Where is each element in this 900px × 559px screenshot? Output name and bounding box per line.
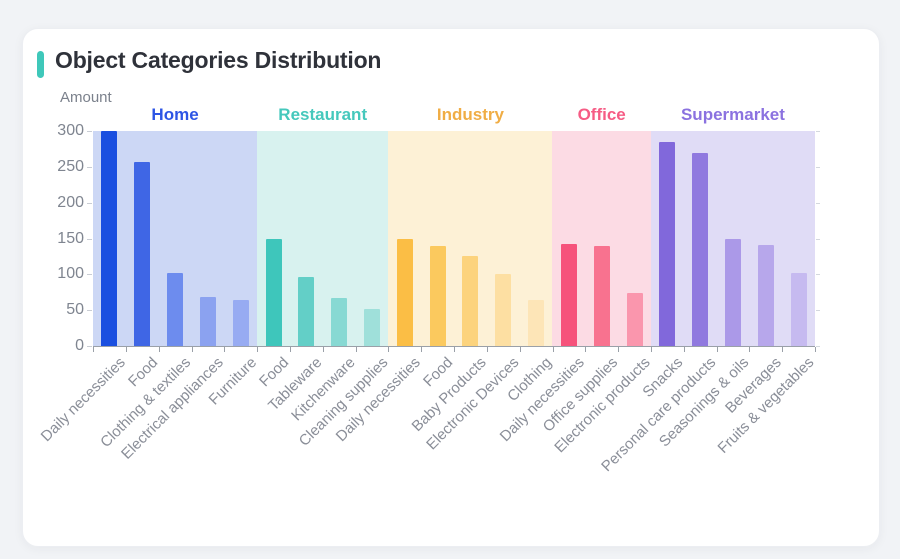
x-axis-tick — [224, 347, 226, 352]
y-tick-mark — [87, 131, 92, 132]
x-axis-tick — [716, 347, 718, 352]
y-tick-mark — [87, 238, 92, 240]
group-label-industry: Industry — [436, 105, 504, 124]
y-tick-label: 200 — [57, 193, 84, 211]
x-axis-tick — [125, 347, 127, 352]
bar[interactable] — [560, 244, 577, 346]
y-tick-mark — [816, 166, 820, 168]
y-tick-mark — [87, 346, 92, 347]
bar[interactable] — [626, 293, 643, 346]
x-axis-tick — [749, 347, 751, 352]
x-axis-line — [93, 346, 815, 347]
x-axis-tick — [650, 347, 652, 352]
x-axis-tick — [388, 347, 390, 352]
x-axis-tick — [158, 347, 160, 352]
y-tick-mark — [87, 310, 92, 312]
bar[interactable] — [659, 141, 676, 347]
bar[interactable] — [725, 239, 741, 346]
group-label-office: Office — [577, 105, 626, 124]
bar[interactable] — [396, 238, 413, 346]
group-label-home: Home — [151, 105, 199, 124]
bar[interactable] — [331, 298, 348, 346]
y-tick-label: 300 — [57, 122, 84, 139]
y-tick-label: 100 — [57, 265, 84, 283]
y-axis-title: Amount — [60, 89, 112, 106]
y-tick-mark — [87, 202, 92, 204]
x-axis-tick — [454, 347, 455, 352]
y-tick-label: 0 — [75, 337, 84, 354]
x-axis-tick — [815, 347, 816, 352]
x-axis-tick — [322, 347, 324, 352]
bar[interactable] — [757, 244, 774, 346]
y-tick-label: 250 — [57, 157, 84, 175]
y-tick-label: 50 — [66, 301, 84, 319]
bar[interactable] — [101, 131, 118, 346]
x-axis-tick — [257, 347, 259, 352]
bar[interactable] — [692, 152, 709, 346]
bar[interactable] — [593, 246, 610, 346]
x-axis-tick — [93, 347, 94, 352]
y-tick-mark — [816, 238, 820, 240]
x-axis-tick — [355, 347, 357, 352]
group-label-restaurant: Restaurant — [278, 105, 368, 124]
bar[interactable] — [199, 296, 216, 347]
x-axis-tick — [552, 347, 554, 352]
x-axis-tick — [191, 347, 193, 352]
y-tick-mark — [816, 274, 820, 276]
y-tick-mark — [816, 310, 820, 312]
chart-title: Object Categories Distribution — [55, 47, 382, 73]
y-tick-label: 150 — [57, 229, 84, 247]
bar[interactable] — [429, 246, 446, 346]
bar[interactable] — [167, 272, 183, 346]
bar[interactable] — [364, 308, 380, 346]
y-tick-mark — [816, 202, 820, 204]
x-axis-tick — [519, 347, 521, 352]
y-tick-mark — [816, 346, 820, 347]
bar[interactable] — [265, 238, 282, 346]
bar[interactable] — [528, 300, 544, 346]
bar[interactable] — [495, 274, 512, 346]
y-tick-mark — [816, 131, 820, 132]
x-axis-tick — [618, 347, 620, 352]
group-label-supermarket: Supermarket — [680, 105, 785, 124]
bar[interactable] — [462, 256, 479, 346]
x-axis-tick — [683, 347, 685, 352]
bar[interactable] — [298, 276, 315, 346]
x-axis-tick — [782, 347, 784, 352]
x-axis-tick — [486, 347, 488, 352]
y-tick-mark — [87, 274, 92, 276]
y-tick-mark — [87, 166, 92, 168]
bar[interactable] — [790, 272, 807, 346]
x-axis-tick — [421, 347, 423, 352]
bar[interactable] — [232, 300, 249, 346]
x-axis-tick — [289, 347, 291, 352]
bar[interactable] — [134, 161, 151, 346]
title-accent-bar — [37, 51, 44, 78]
x-axis-tick — [585, 347, 587, 352]
